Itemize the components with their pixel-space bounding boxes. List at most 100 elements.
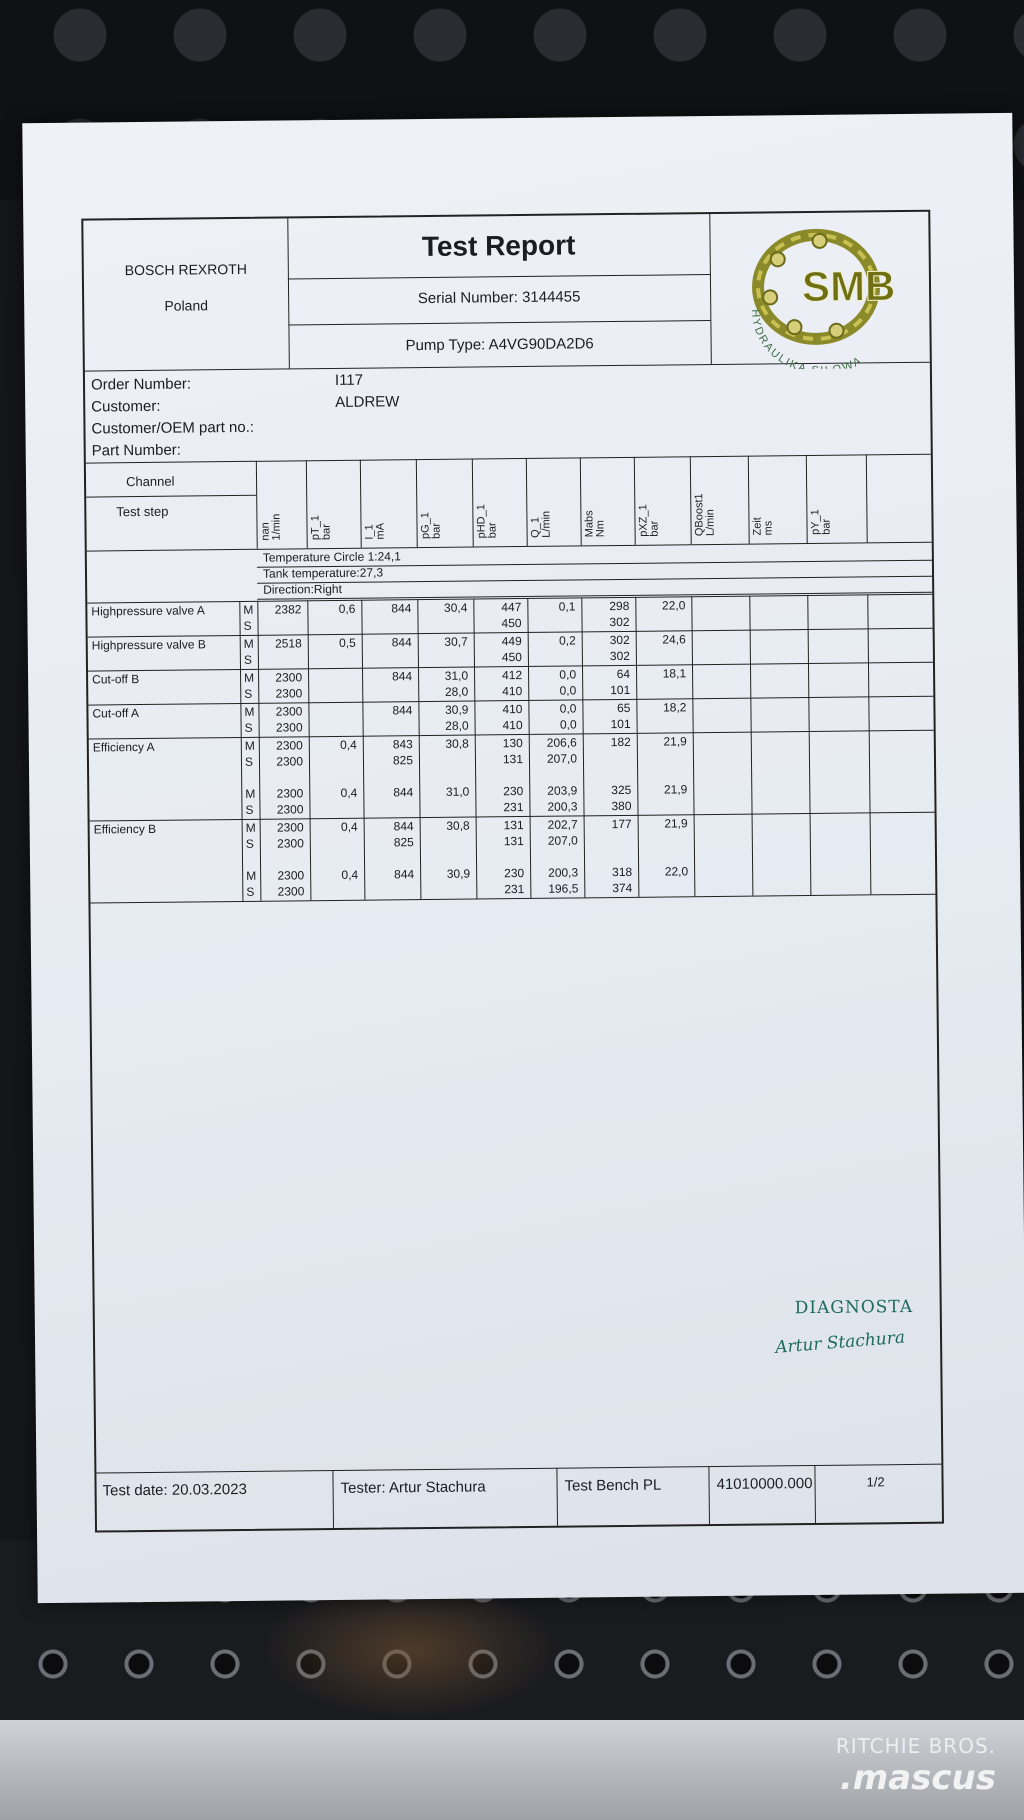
cell-value-nan: 2300 xyxy=(275,686,303,701)
condition-line: Tank temperature:27,3 xyxy=(262,565,384,581)
cell-value-pxz_1: 18,1 xyxy=(662,666,687,681)
cell-value-phd_1: 130 xyxy=(502,736,523,751)
table-header-bottom xyxy=(86,541,932,552)
channel-label: Channel xyxy=(125,473,175,490)
column-unit: bar xyxy=(820,518,833,535)
cell-value-mabs: 101 xyxy=(610,716,631,732)
test-bench: Test Bench PL xyxy=(564,1476,662,1495)
floor-strip xyxy=(0,1720,1024,1820)
cell-value-phd_1: 231 xyxy=(504,882,525,897)
ms-flag: S xyxy=(246,884,255,899)
cell-value-nan: 2300 xyxy=(276,820,304,835)
cell-value-i_1: 844 xyxy=(392,703,413,718)
column-header-pg_1: pG_1 bar xyxy=(419,491,469,539)
cell-value-i_1: 844 xyxy=(391,601,412,616)
cell-value-pt_1: 0,4 xyxy=(340,819,358,834)
cell-value-nan: 2300 xyxy=(277,884,305,899)
test-step-label: Test step xyxy=(116,503,169,520)
column-unit: bar xyxy=(486,522,499,539)
cell-value-phd_1: 131 xyxy=(503,834,524,849)
ms-flag: S xyxy=(243,618,252,633)
cell-value-pg_1: 31,0 xyxy=(444,668,469,683)
cell-value-mabs: 302 xyxy=(609,648,630,664)
cell-value-pt_1: 0,4 xyxy=(340,785,358,800)
ms-flag: S xyxy=(244,754,254,769)
cell-value-pxz_1: 21,9 xyxy=(663,782,688,797)
cell-value-phd_1: 231 xyxy=(503,800,524,815)
ms-flag: S xyxy=(245,802,254,817)
section-name: Cut-off B xyxy=(92,672,140,687)
footer-divider-2 xyxy=(556,1467,558,1526)
report-sheet: BOSCH REXROTH Poland Test Report Serial … xyxy=(81,209,944,1533)
section-name: Cut-off A xyxy=(92,706,140,721)
page-number: 1/2 xyxy=(866,1474,885,1490)
cell-value-pxz_1: 21,9 xyxy=(663,734,687,749)
cell-value-mabs: 298 xyxy=(609,598,630,614)
logo-text: SMB xyxy=(802,262,896,310)
cell-value-q_1: 202,7 xyxy=(547,817,578,832)
smb-logo-graphic: SMB HYDRAULIKA SIŁOWA xyxy=(749,228,896,378)
cell-value-q_1: 200,3 xyxy=(548,865,579,880)
watermark-line-2: .mascus xyxy=(839,1758,996,1798)
cell-value-pxz_1: 22,0 xyxy=(664,864,689,879)
cell-value-pg_1: 28,0 xyxy=(444,684,469,699)
cell-value-i_1: 844 xyxy=(393,819,414,834)
cell-value-nan: 2300 xyxy=(275,704,303,719)
table-column-divider xyxy=(359,459,362,548)
table-column-divider xyxy=(525,457,528,546)
cell-value-phd_1: 412 xyxy=(501,668,523,683)
measurement-table: Channel Test step nan 1/min pT_1 bar I_1 mA pG_1… xyxy=(83,212,936,921)
ms-flag: S xyxy=(245,836,254,851)
ms-flag: M xyxy=(244,704,255,719)
ms-flag: M xyxy=(244,670,255,685)
cell-value-phd_1: 131 xyxy=(502,752,524,767)
cell-value-mabs: 374 xyxy=(612,880,633,896)
smb-logo: SMB HYDRAULIKA SIŁOWA xyxy=(723,218,925,378)
cell-value-q_1: 200,3 xyxy=(547,799,578,814)
column-unit: bar xyxy=(648,520,661,537)
cell-value-pxz_1: 21,9 xyxy=(664,816,688,831)
cell-value-pt_1: 0,4 xyxy=(341,867,359,882)
cell-value-i_1: 843 xyxy=(392,737,413,752)
bench-code: 41010000.000 xyxy=(716,1475,813,1494)
signature: Artur Stachura xyxy=(774,1327,906,1358)
test-date: Test date: 20.03.2023 xyxy=(102,1480,247,1500)
cell-value-mabs: 182 xyxy=(610,734,631,750)
column-header-py_1: pY_1 bar xyxy=(809,486,859,535)
cell-value-pg_1: 31,0 xyxy=(445,784,470,799)
column-unit: L/min xyxy=(704,509,717,537)
cell-value-i_1: 825 xyxy=(393,835,414,850)
table-column-divider xyxy=(691,596,696,897)
column-header-phd_1: pHD_1 bar xyxy=(475,490,525,539)
cell-value-nan: 2300 xyxy=(275,720,303,735)
cell-value-pg_1: 30,4 xyxy=(443,600,468,615)
cell-value-i_1: 825 xyxy=(392,753,414,768)
cell-value-i_1: 844 xyxy=(391,635,412,650)
cell-value-mabs: 318 xyxy=(612,864,633,880)
watermark-line-1: RITCHIE BROS. xyxy=(835,1734,996,1758)
column-header-pt_1: pT_1 bar xyxy=(309,492,359,540)
cell-value-mabs: 302 xyxy=(609,632,630,648)
table-channel-divider xyxy=(86,494,257,498)
table-column-divider xyxy=(579,457,582,546)
column-header-qboost1: QBoost1 L/min xyxy=(693,488,743,537)
cell-value-mabs: 380 xyxy=(611,798,632,814)
condition-line: Direction:Right xyxy=(263,581,342,597)
cell-value-i_1: 844 xyxy=(394,867,415,882)
column-header-zeit: Zeit ms xyxy=(751,487,801,535)
cell-value-q_1: 0,2 xyxy=(558,633,576,648)
cell-value-phd_1: 450 xyxy=(501,616,522,631)
cell-value-pg_1: 30,9 xyxy=(445,702,469,717)
cell-value-i_1: 844 xyxy=(393,785,414,800)
table-column-divider xyxy=(255,460,258,549)
cell-value-phd_1: 449 xyxy=(501,634,522,649)
ms-flag: M xyxy=(243,636,254,651)
column-header-mabs: Mabs Nm xyxy=(583,489,633,537)
cell-value-q_1: 207,0 xyxy=(546,751,578,766)
cell-value-pxz_1: 22,0 xyxy=(661,598,686,613)
rust-patch xyxy=(260,1580,560,1720)
column-header-q_1: Q_1 L/min xyxy=(529,489,579,538)
cell-value-pxz_1: 24,6 xyxy=(662,632,686,647)
section-name: Efficiency B xyxy=(93,821,157,837)
table-column-divider xyxy=(415,459,418,548)
